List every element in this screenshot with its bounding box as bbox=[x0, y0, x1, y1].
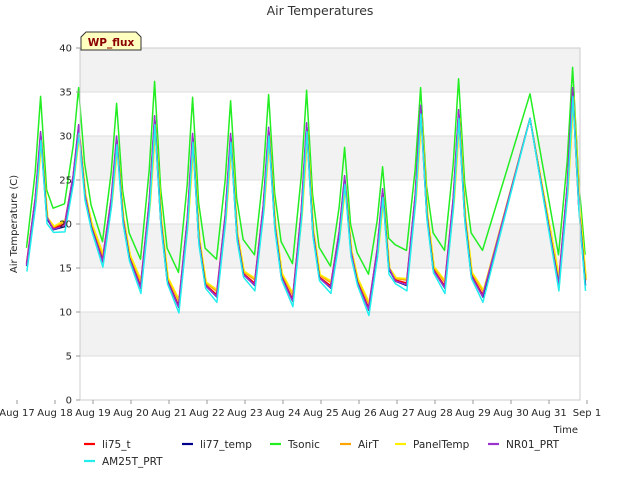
series-layer bbox=[25, 66, 587, 317]
series-line-li75-t bbox=[25, 89, 586, 309]
x-tick-label: Aug 23 bbox=[227, 408, 262, 419]
legend-item: li77_temp bbox=[182, 439, 252, 451]
site-badge: WP_flux bbox=[80, 31, 142, 51]
x-tick-label: Aug 22 bbox=[189, 408, 224, 419]
y-axis-ticks: 0 5 10 15 20 25 30 35 40 bbox=[59, 44, 80, 407]
x-tick-label: Aug 29 bbox=[455, 408, 490, 419]
chart-title: Air Temperatures bbox=[267, 3, 374, 18]
y-tick-label: 15 bbox=[59, 264, 72, 275]
plot-band bbox=[80, 48, 580, 92]
x-tick-label: Aug 28 bbox=[417, 408, 452, 419]
legend-item: NR01_PRT bbox=[488, 439, 560, 451]
y-tick-label: 40 bbox=[59, 44, 72, 55]
legend-label: li75_t bbox=[102, 439, 131, 451]
plot-band bbox=[80, 312, 580, 356]
x-tick-label: Aug 17 bbox=[0, 408, 35, 419]
x-tick-label: Aug 27 bbox=[379, 408, 414, 419]
legend-label: PanelTemp bbox=[413, 439, 470, 451]
badge-text: WP_flux bbox=[88, 37, 135, 49]
x-tick-label: Aug 25 bbox=[303, 408, 338, 419]
x-axis-label: Time bbox=[553, 425, 578, 436]
legend-label: Tsonic bbox=[287, 439, 320, 451]
x-tick-label: Aug 30 bbox=[493, 408, 528, 419]
x-tick-label: Aug 18 bbox=[37, 408, 72, 419]
legend-item: Tsonic bbox=[270, 439, 320, 451]
legend-item: PanelTemp bbox=[395, 439, 470, 451]
x-tick-label: Aug 26 bbox=[341, 408, 376, 419]
x-tick-label: Aug 24 bbox=[265, 408, 300, 419]
legend-label: AirT bbox=[358, 439, 379, 451]
y-tick-label: 0 bbox=[66, 396, 72, 407]
y-tick-label: 20 bbox=[59, 220, 72, 231]
legend-label: li77_temp bbox=[200, 439, 252, 451]
y-axis-label: Air Temperature (C) bbox=[9, 175, 20, 273]
series-line-am25t-prt bbox=[26, 95, 587, 317]
plot-band bbox=[80, 224, 580, 268]
x-axis-ticks: Aug 17 Aug 18 Aug 19 Aug 20 Aug 21 Aug 22 Aug … bbox=[0, 400, 601, 419]
x-tick-label: Aug 19 bbox=[75, 408, 110, 419]
legend-item: li75_t bbox=[84, 439, 131, 451]
plot-band bbox=[80, 136, 580, 180]
y-tick-label: 10 bbox=[59, 308, 72, 319]
x-tick-label: Aug 20 bbox=[113, 408, 148, 419]
x-tick-label: Aug 21 bbox=[151, 408, 186, 419]
y-tick-label: 5 bbox=[66, 352, 72, 363]
legend-label: AM25T_PRT bbox=[102, 456, 163, 468]
x-tick-label: Sep 1 bbox=[573, 408, 601, 419]
legend: li75_t li77_temp Tsonic AirT PanelTemp NR01_P… bbox=[84, 439, 560, 468]
series-line-nr01-prt bbox=[25, 86, 586, 311]
badge-shape bbox=[80, 31, 142, 51]
y-tick-label: 35 bbox=[59, 88, 72, 99]
legend-item: AirT bbox=[340, 439, 379, 451]
y-tick-label: 30 bbox=[59, 132, 72, 143]
series-line-tsonic bbox=[25, 66, 586, 275]
legend-label: NR01_PRT bbox=[506, 439, 560, 451]
x-tick-label: Aug 31 bbox=[531, 408, 566, 419]
y-tick-label: 25 bbox=[59, 176, 72, 187]
legend-item: AM25T_PRT bbox=[84, 456, 163, 468]
